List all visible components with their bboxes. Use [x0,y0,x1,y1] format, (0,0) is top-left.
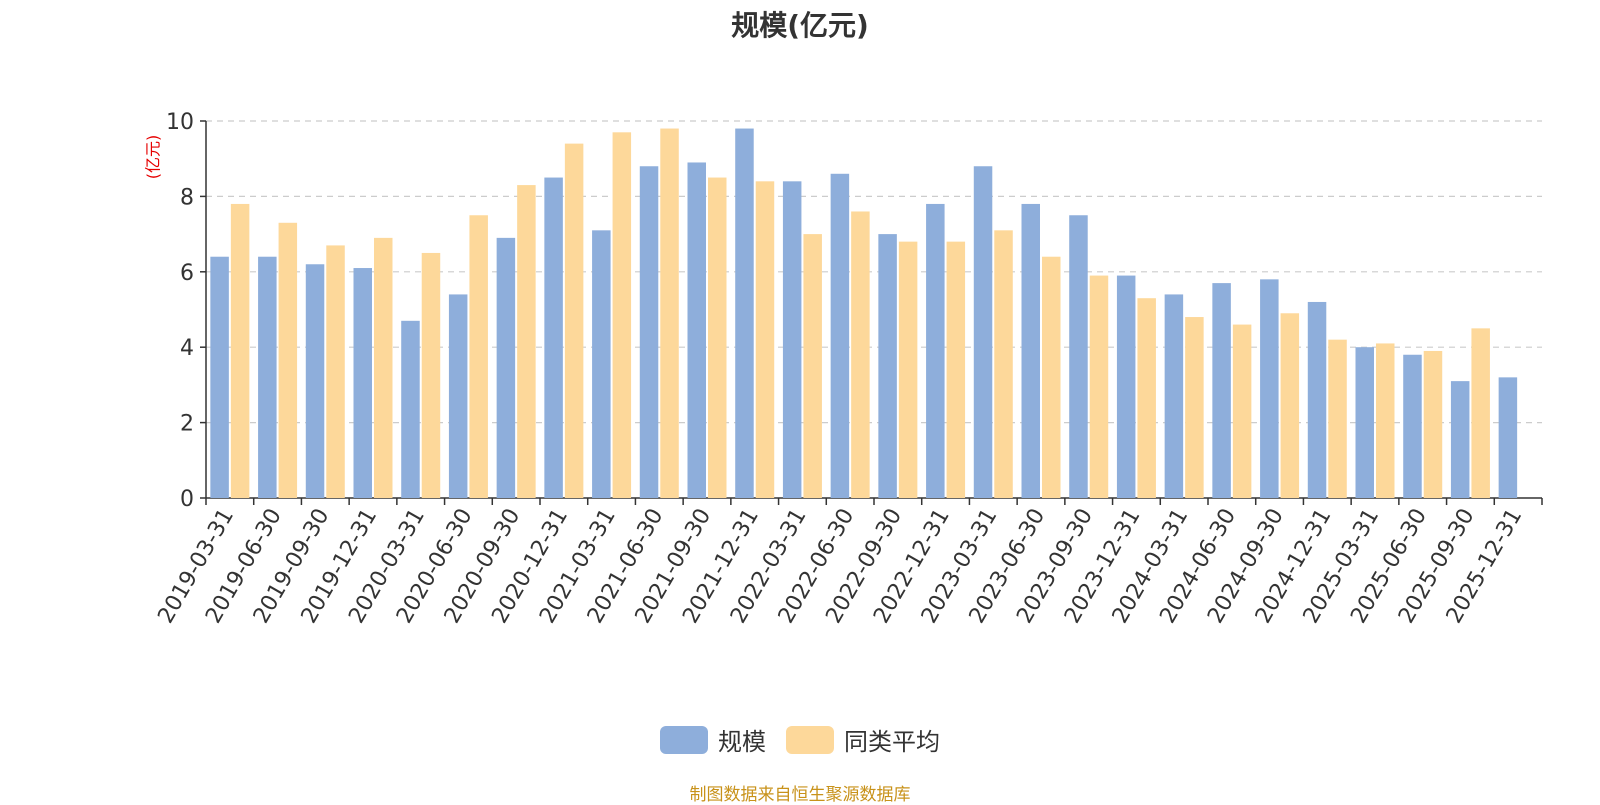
y-tick-label: 2 [180,412,194,437]
bar-scale [735,128,754,499]
bar-peer-average [564,143,584,498]
bar-scale [1307,301,1327,498]
bar-peer-average [326,245,345,498]
bar-peer-average [946,241,966,498]
bar-scale [1164,294,1184,498]
bar-scale [448,294,468,498]
y-tick-label: 4 [180,336,194,361]
y-tick-label: 8 [180,185,194,210]
bar-peer-average [469,215,488,498]
legend: 规模 同类平均 [0,722,1600,757]
bar-scale [305,264,325,498]
bar-peer-average [1280,313,1300,498]
bar-scale [639,166,659,499]
bar-scale [1260,279,1279,498]
bar-scale [544,177,563,499]
bar-peer-average [1376,343,1395,498]
bar-scale [401,320,420,498]
bar-scale [1212,283,1231,498]
bar-scale [878,234,897,498]
bar-peer-average [421,252,441,498]
bar-scale [210,256,229,498]
bar-peer-average [278,222,298,499]
bar-scale [1116,275,1136,498]
bar-scale [496,237,516,498]
legend-label-scale: 规模 [718,728,766,756]
bar-scale [1403,354,1422,498]
bar-peer-average [374,237,393,498]
bar-peer-average [803,234,822,498]
bar-peer-average [1328,339,1347,498]
legend-item-scale[interactable]: 规模 [660,722,766,757]
bar-scale [1355,347,1374,498]
bar-scale [782,181,802,498]
bar-peer-average [517,185,536,498]
bar-peer-average [1185,317,1204,498]
bar-scale [1450,381,1470,498]
bar-peer-average [660,128,679,499]
bar-peer-average [851,211,870,499]
legend-swatch-scale [660,725,708,754]
bar-peer-average [612,132,632,498]
legend-item-peer-average[interactable]: 同类平均 [786,722,940,757]
bar-peer-average [1089,275,1109,498]
bar-scale [592,230,611,498]
bar-scale [830,173,850,498]
y-tick-label: 10 [166,110,194,135]
bar-peer-average [1137,298,1156,498]
bar-scale [1021,203,1040,498]
y-tick-label: 0 [180,487,194,512]
chart-title: 规模(亿元) [731,9,869,42]
bar-peer-average [1042,256,1061,498]
bar-peer-average [708,177,727,499]
bar-peer-average [994,230,1013,498]
bar-peer-average [1471,328,1490,498]
legend-swatch-peer-average [786,725,834,754]
y-tick-label: 6 [180,261,194,286]
bar-peer-average [1232,324,1252,498]
bar-scale [1498,377,1518,498]
bar-peer-average [1423,350,1443,498]
bar-scale [258,256,277,498]
bar-scale [687,162,706,498]
legend-label-peer-average: 同类平均 [844,728,940,756]
bar-scale [973,166,993,499]
bar-scale [353,268,372,498]
bar-peer-average [755,181,775,498]
plot-area: 02468102019-03-312019-06-302019-09-30201… [153,110,1543,628]
bar-peer-average [230,203,250,498]
bar-scale [926,203,945,498]
source-note: 制图数据来自恒生聚源数据库 [689,785,911,805]
bar-scale [1069,215,1088,498]
bar-peer-average [898,241,918,498]
